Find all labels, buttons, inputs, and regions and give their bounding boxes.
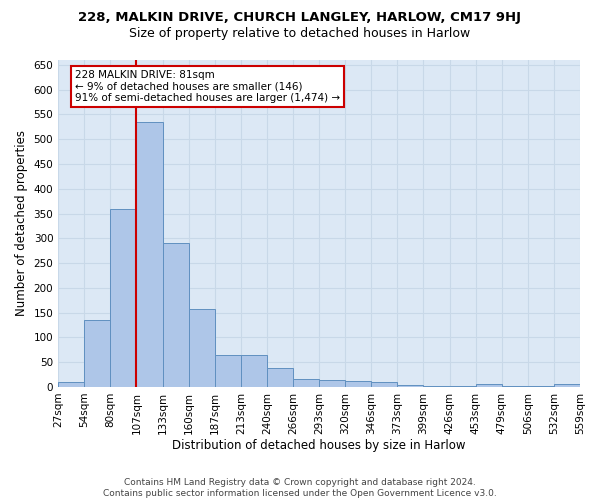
X-axis label: Distribution of detached houses by size in Harlow: Distribution of detached houses by size … (172, 440, 466, 452)
Bar (163, 244, 188, 387)
Bar (84, 320, 110, 387)
Text: Contains HM Land Registry data © Crown copyright and database right 2024.
Contai: Contains HM Land Registry data © Crown c… (103, 478, 497, 498)
Y-axis label: Number of detached properties: Number of detached properties (15, 130, 28, 316)
Bar (554, 384, 580, 387)
Text: 228, MALKIN DRIVE, CHURCH LANGLEY, HARLOW, CM17 9HJ: 228, MALKIN DRIVE, CHURCH LANGLEY, HARLO… (79, 11, 521, 24)
Bar (110, 208, 136, 387)
Bar (319, 380, 345, 387)
Bar (241, 355, 267, 387)
Bar (188, 309, 215, 387)
Bar (267, 368, 293, 387)
Bar (215, 355, 241, 387)
Text: Size of property relative to detached houses in Harlow: Size of property relative to detached ho… (130, 28, 470, 40)
Bar (58, 382, 84, 387)
Bar (345, 380, 371, 387)
Bar (293, 378, 319, 387)
Bar (397, 385, 424, 387)
Bar (476, 384, 502, 387)
Text: 228 MALKIN DRIVE: 81sqm
← 9% of detached houses are smaller (146)
91% of semi-de: 228 MALKIN DRIVE: 81sqm ← 9% of detached… (75, 70, 340, 103)
Bar (136, 122, 163, 387)
Bar (371, 382, 397, 387)
